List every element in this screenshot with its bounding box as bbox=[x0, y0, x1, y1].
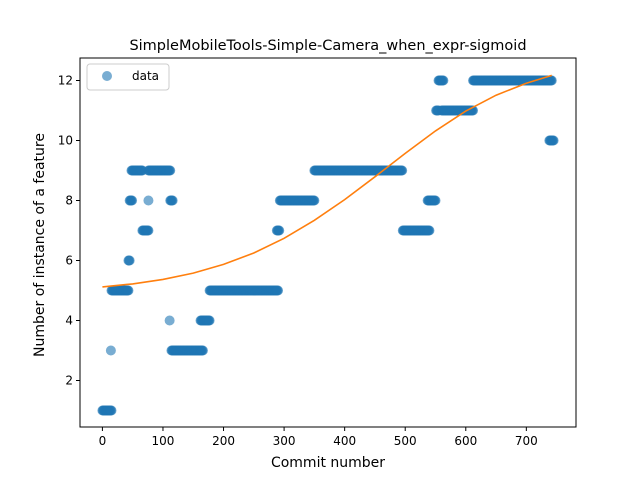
data-point bbox=[546, 75, 557, 86]
y-tick-label: 6 bbox=[65, 254, 73, 268]
data-layer bbox=[97, 74, 559, 416]
x-axis-label: Commit number bbox=[271, 455, 385, 471]
axes-layer: 0 100 200 300 400 500 600 700 2 4 6 8 10 12 bbox=[58, 57, 577, 448]
data-point bbox=[204, 315, 215, 326]
data-run bbox=[271, 225, 285, 236]
plot-area bbox=[80, 58, 576, 427]
data-run bbox=[433, 75, 449, 86]
x-tick-label: 400 bbox=[333, 434, 356, 448]
data-run bbox=[436, 105, 479, 116]
data-run bbox=[195, 315, 215, 326]
y-tick-label: 10 bbox=[58, 134, 73, 148]
data-point bbox=[167, 195, 178, 206]
legend-box bbox=[86, 63, 170, 91]
y-tick-label: 2 bbox=[65, 374, 73, 388]
data-point bbox=[106, 405, 117, 416]
fit-line bbox=[102, 74, 553, 288]
data-point bbox=[438, 75, 449, 86]
chart-title: SimpleMobileTools-Simple-Camera_when_exp… bbox=[129, 38, 526, 54]
data-run bbox=[106, 285, 134, 296]
y-tick-label: 4 bbox=[65, 314, 73, 328]
data-run bbox=[143, 195, 154, 206]
y-tick-label: 8 bbox=[65, 194, 73, 208]
data-point bbox=[165, 165, 176, 176]
data-run bbox=[204, 285, 284, 296]
x-tick-label: 0 bbox=[99, 434, 107, 448]
x-tick-label: 300 bbox=[273, 434, 296, 448]
data-point bbox=[197, 345, 208, 356]
data-run bbox=[544, 135, 559, 146]
data-run bbox=[105, 345, 116, 356]
x-tick-label: 500 bbox=[394, 434, 417, 448]
data-point bbox=[124, 255, 135, 266]
x-tick-label: 200 bbox=[212, 434, 235, 448]
legend: data bbox=[86, 63, 170, 91]
data-point bbox=[274, 225, 285, 236]
data-run bbox=[468, 75, 557, 86]
data-run bbox=[124, 195, 138, 206]
data-run bbox=[123, 255, 135, 266]
data-point bbox=[143, 195, 154, 206]
data-run bbox=[309, 165, 408, 176]
data-point bbox=[127, 195, 138, 206]
plot-background bbox=[80, 58, 576, 427]
data-run bbox=[397, 225, 435, 236]
data-point bbox=[123, 285, 134, 296]
x-tick-label: 700 bbox=[515, 434, 538, 448]
data-run bbox=[164, 315, 175, 326]
data-point bbox=[397, 165, 408, 176]
axes-frame bbox=[79, 57, 577, 428]
x-tick-label: 600 bbox=[454, 434, 477, 448]
y-tick-label: 12 bbox=[58, 74, 73, 88]
data-run bbox=[274, 195, 320, 206]
data-point bbox=[143, 225, 154, 236]
data-run bbox=[126, 165, 148, 176]
data-run bbox=[422, 195, 441, 206]
data-point bbox=[309, 195, 320, 206]
data-point bbox=[548, 135, 559, 146]
data-run bbox=[97, 405, 117, 416]
data-point bbox=[164, 315, 175, 326]
legend-label-data: data bbox=[132, 69, 159, 83]
data-point bbox=[273, 285, 284, 296]
data-run bbox=[143, 165, 176, 176]
data-run bbox=[137, 225, 154, 236]
data-point bbox=[424, 225, 435, 236]
y-axis-label: Number of instance of a feature bbox=[32, 133, 48, 357]
data-point bbox=[105, 345, 116, 356]
data-point bbox=[430, 195, 441, 206]
data-run bbox=[165, 195, 178, 206]
data-run bbox=[166, 345, 208, 356]
legend-marker bbox=[102, 71, 112, 81]
x-tick-label: 100 bbox=[152, 434, 175, 448]
